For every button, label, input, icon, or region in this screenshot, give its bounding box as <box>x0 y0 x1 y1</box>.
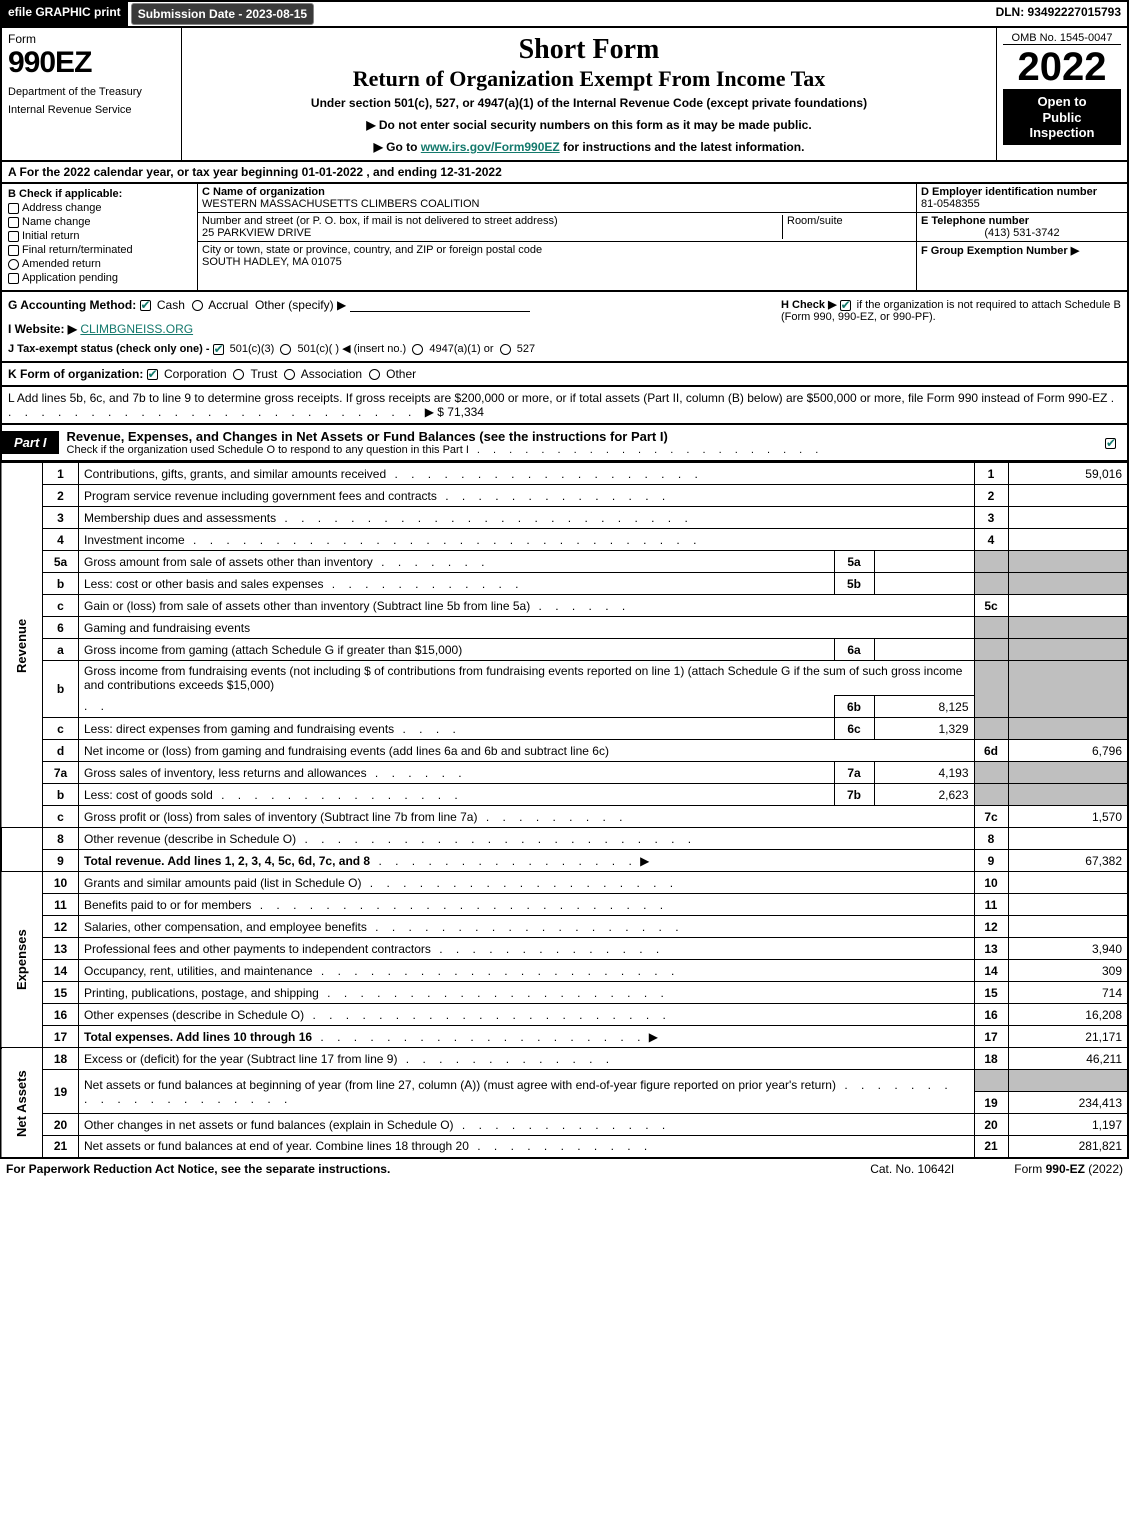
h-box: H Check ▶ if the organization is not req… <box>781 298 1121 323</box>
org-info: C Name of organization WESTERN MASSACHUS… <box>198 184 917 290</box>
line9-value: 67,382 <box>1008 850 1128 872</box>
chk-final-return[interactable] <box>8 245 19 256</box>
line21-value: 281,821 <box>1008 1136 1128 1158</box>
line7b-value: 2,623 <box>874 784 974 806</box>
irs-label: Internal Revenue Service <box>8 104 175 116</box>
tax-year: 2022 <box>1003 45 1121 90</box>
check-if-applicable: B Check if applicable: Address change Na… <box>2 184 198 290</box>
ein-value: 81-0548355 <box>921 198 980 210</box>
netassets-sidelabel: Net Assets <box>1 1048 43 1158</box>
part1-header: Part I Revenue, Expenses, and Changes in… <box>0 425 1129 462</box>
f-label: F Group Exemption Number ▶ <box>921 245 1079 257</box>
chk-other-org[interactable] <box>369 369 380 380</box>
part1-title: Revenue, Expenses, and Changes in Net As… <box>59 425 1103 460</box>
dln-label: DLN: 93492227015793 <box>990 2 1127 26</box>
website-link[interactable]: CLIMBGNEISS.ORG <box>80 322 193 336</box>
line19-value: 234,413 <box>1008 1092 1128 1114</box>
row-l: L Add lines 5b, 6c, and 7b to line 9 to … <box>0 387 1129 425</box>
short-form-title: Short Form <box>192 34 986 66</box>
under-section-text: Under section 501(c), 527, or 4947(a)(1)… <box>192 96 986 110</box>
line7c-value: 1,570 <box>1008 806 1128 828</box>
section-b-block: B Check if applicable: Address change Na… <box>0 184 1129 292</box>
chk-schedule-o-used[interactable] <box>1105 438 1116 449</box>
chk-trust[interactable] <box>233 369 244 380</box>
line16-value: 16,208 <box>1008 1004 1128 1026</box>
website-line: I Website: ▶ CLIMBGNEISS.ORG <box>8 322 1121 336</box>
city-state-zip: SOUTH HADLEY, MA 01075 <box>202 256 342 268</box>
catalog-number: Cat. No. 10642I <box>870 1162 954 1176</box>
chk-association[interactable] <box>284 369 295 380</box>
header-left: Form 990EZ Department of the Treasury In… <box>2 28 182 160</box>
row-a: A For the 2022 calendar year, or tax yea… <box>0 162 1129 184</box>
chk-name-change[interactable] <box>8 217 19 228</box>
return-title: Return of Organization Exempt From Incom… <box>192 66 986 92</box>
gross-receipts-amount: ▶ $ 71,334 <box>425 405 484 419</box>
chk-501c[interactable] <box>280 344 291 355</box>
top-bar: efile GRAPHIC print Submission Date - 20… <box>0 0 1129 28</box>
chk-cash[interactable] <box>140 300 151 311</box>
spacer <box>317 2 989 26</box>
b-title: B Check if applicable: <box>8 188 191 200</box>
header-right: OMB No. 1545-0047 2022 Open to Public In… <box>997 28 1127 160</box>
addr-label: Number and street (or P. O. box, if mail… <box>202 215 558 227</box>
e-label: E Telephone number <box>921 215 1029 227</box>
chk-corporation[interactable] <box>147 369 158 380</box>
tax-exempt-line: J Tax-exempt status (check only one) - 5… <box>8 342 1121 355</box>
ssn-warning: ▶ Do not enter social security numbers o… <box>192 118 986 132</box>
part1-tab: Part I <box>2 431 59 454</box>
inspection-badge: Open to Public Inspection <box>1003 90 1121 145</box>
part1-table: Revenue 1 Contributions, gifts, grants, … <box>0 462 1129 1159</box>
form-number: 990EZ <box>8 46 175 80</box>
line15-value: 714 <box>1008 982 1128 1004</box>
line17-value: 21,171 <box>1008 1026 1128 1048</box>
chk-initial-return[interactable] <box>8 231 19 242</box>
chk-accrual[interactable] <box>192 300 203 311</box>
chk-amended-return[interactable] <box>8 259 19 270</box>
street-address: 25 PARKVIEW DRIVE <box>202 227 311 239</box>
goto-prefix: ▶ Go to <box>374 140 421 154</box>
chk-4947[interactable] <box>412 344 423 355</box>
line7a-value: 4,193 <box>874 762 974 784</box>
c-label: C Name of organization <box>202 186 325 198</box>
submission-date-badge: Submission Date - 2023-08-15 <box>131 3 314 25</box>
form-header: Form 990EZ Department of the Treasury In… <box>0 28 1129 162</box>
calendar-year-text: A For the 2022 calendar year, or tax yea… <box>2 162 508 182</box>
org-name: WESTERN MASSACHUSETTS CLIMBERS COALITION <box>202 198 479 210</box>
line1-value: 59,016 <box>1008 463 1128 485</box>
header-middle: Short Form Return of Organization Exempt… <box>182 28 997 160</box>
d-label: D Employer identification number <box>921 186 1097 198</box>
expenses-sidelabel: Expenses <box>1 872 43 1048</box>
goto-suffix: for instructions and the latest informat… <box>560 140 805 154</box>
dept-treasury: Department of the Treasury <box>8 86 175 98</box>
line6c-value: 1,329 <box>874 718 974 740</box>
room-suite-label: Room/suite <box>782 215 912 239</box>
city-label: City or town, state or province, country… <box>202 244 542 256</box>
paperwork-notice: For Paperwork Reduction Act Notice, see … <box>6 1162 870 1176</box>
other-specify-input[interactable] <box>350 298 530 312</box>
page-footer: For Paperwork Reduction Act Notice, see … <box>0 1159 1129 1179</box>
line20-value: 1,197 <box>1008 1114 1128 1136</box>
chk-application-pending[interactable] <box>8 273 19 284</box>
line13-value: 3,940 <box>1008 938 1128 960</box>
revenue-sidelabel: Revenue <box>1 463 43 828</box>
chk-527[interactable] <box>500 344 511 355</box>
form-word: Form <box>8 32 175 46</box>
goto-line: ▶ Go to www.irs.gov/Form990EZ for instru… <box>192 140 986 154</box>
chk-schedule-b[interactable] <box>840 300 851 311</box>
form-ref: Form 990-EZ (2022) <box>1014 1162 1123 1176</box>
right-info: D Employer identification number 81-0548… <box>917 184 1127 290</box>
chk-501c3[interactable] <box>213 344 224 355</box>
row-k: K Form of organization: Corporation Trus… <box>0 363 1129 387</box>
irs-link[interactable]: www.irs.gov/Form990EZ <box>421 140 560 154</box>
line18-value: 46,211 <box>1008 1048 1128 1070</box>
omb-number: OMB No. 1545-0047 <box>1003 32 1121 45</box>
phone-value: (413) 531-3742 <box>921 227 1123 239</box>
efile-label: efile GRAPHIC print <box>2 2 128 26</box>
line6d-value: 6,796 <box>1008 740 1128 762</box>
g-label: G Accounting Method: <box>8 298 140 312</box>
chk-address-change[interactable] <box>8 203 19 214</box>
line6b-value: 8,125 <box>874 696 974 718</box>
row-ghij: G Accounting Method: Cash Accrual Other … <box>0 292 1129 363</box>
line14-value: 309 <box>1008 960 1128 982</box>
